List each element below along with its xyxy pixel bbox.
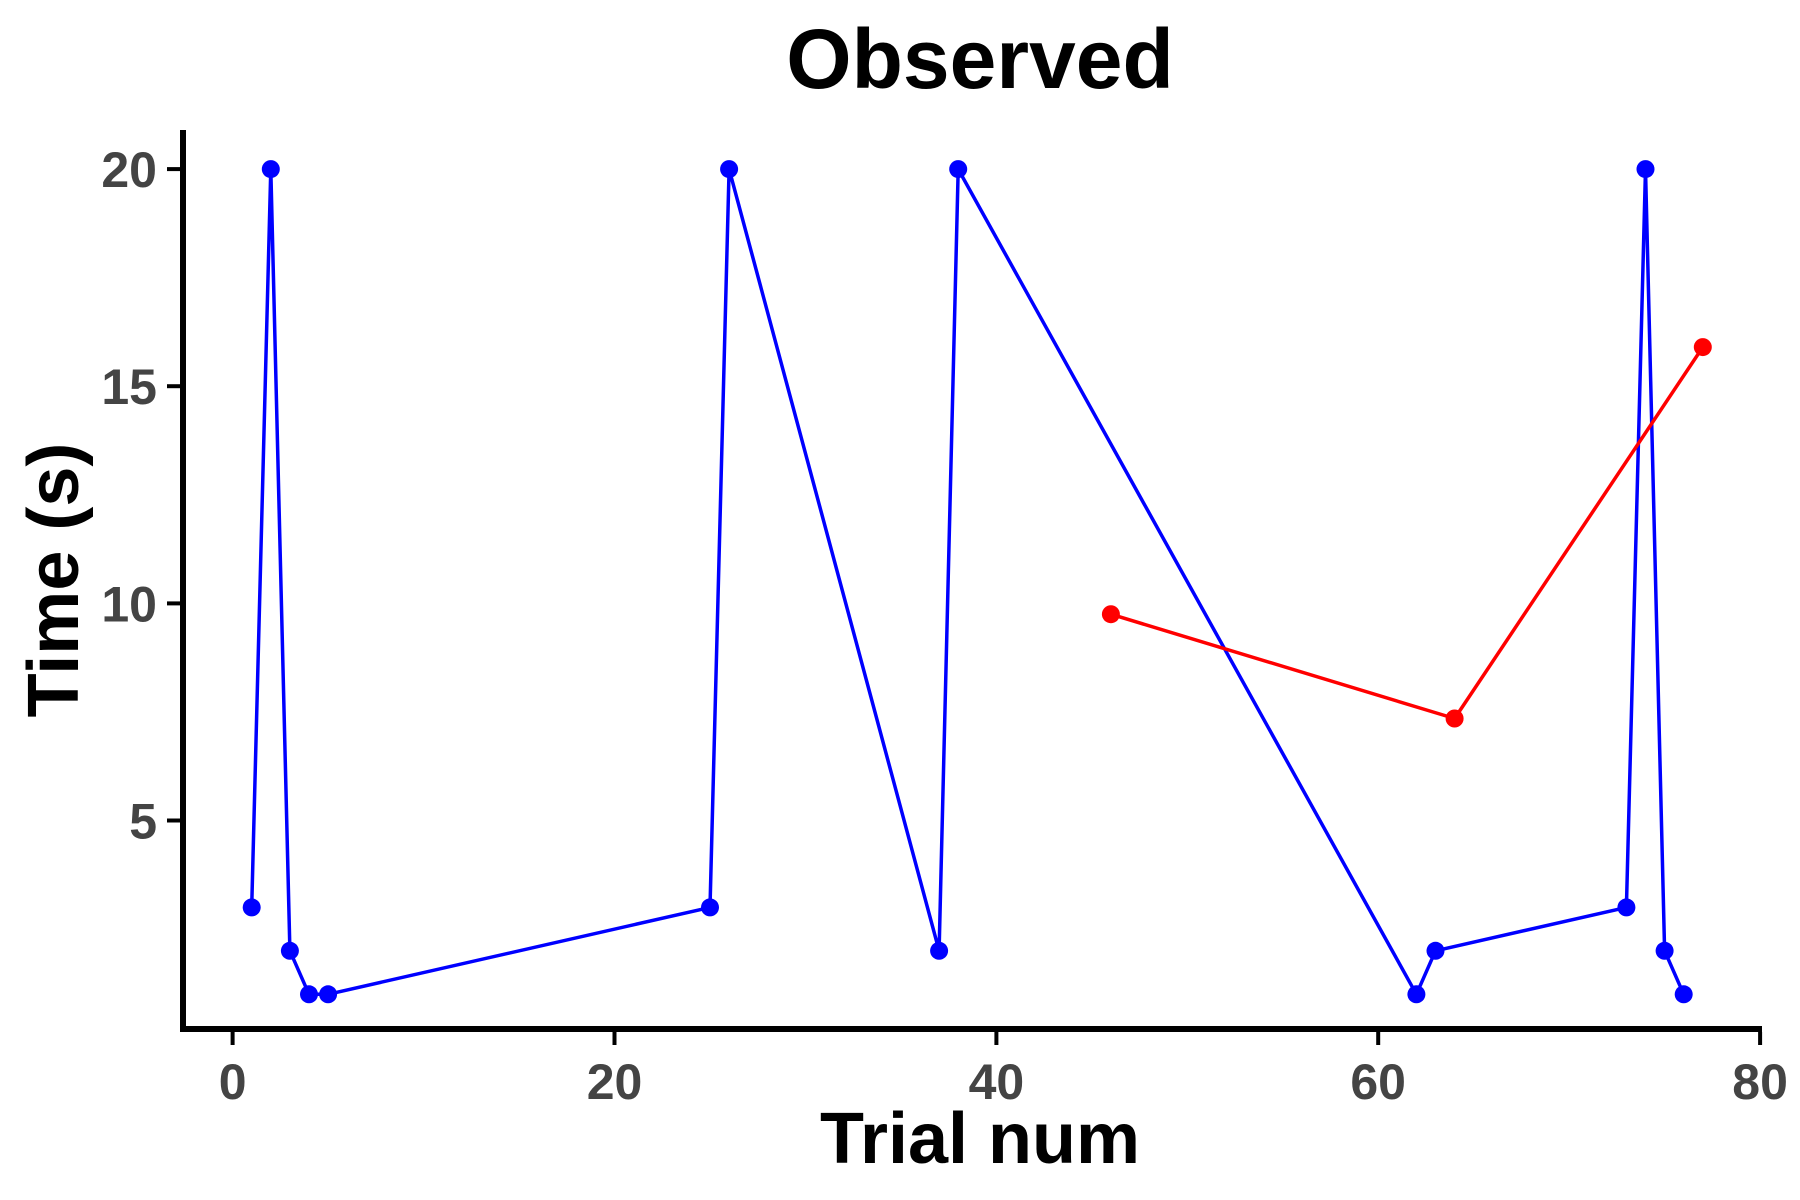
x-tick-label: 60 — [1350, 1054, 1406, 1110]
x-tick-label: 0 — [219, 1054, 247, 1110]
series-1-point — [1674, 985, 1693, 1004]
y-tick-label: 10 — [101, 576, 157, 632]
series-1-point — [1617, 898, 1636, 917]
y-tick-label: 20 — [101, 142, 157, 198]
y-tick-label: 15 — [101, 359, 157, 415]
series-1-point — [720, 160, 739, 179]
series-1-point — [930, 941, 949, 960]
series-1-point — [242, 898, 261, 917]
series-1-point — [1655, 941, 1674, 960]
series-2-point — [1693, 338, 1712, 357]
series-1-point — [1636, 160, 1655, 179]
series-1-point — [319, 985, 338, 1004]
plot-area — [242, 160, 1712, 1004]
series-2-point — [1101, 605, 1120, 624]
series-1-point — [300, 985, 318, 1004]
series-1-point — [1407, 985, 1426, 1004]
series-1-point — [280, 941, 299, 960]
y-tick-label: 5 — [129, 794, 157, 850]
series-1-point — [949, 160, 968, 179]
x-tick-label: 80 — [1732, 1054, 1788, 1110]
series-2-line — [1110, 346, 1705, 721]
series-1-point — [261, 160, 280, 179]
series-1-line — [249, 167, 1686, 997]
axis-ticks: 0 20 40 60 80 5 10 15 20 — [101, 142, 1788, 1110]
series-1-point — [701, 898, 719, 917]
x-tick-label: 20 — [587, 1054, 643, 1110]
x-axis-label: Trial num — [820, 1099, 1140, 1179]
y-axis-label: Time (s) — [14, 443, 94, 718]
series-1-point — [1426, 941, 1445, 960]
series-2-point — [1445, 709, 1464, 728]
x-tick-label: 40 — [969, 1054, 1025, 1110]
chart-title: Observed — [786, 12, 1174, 106]
